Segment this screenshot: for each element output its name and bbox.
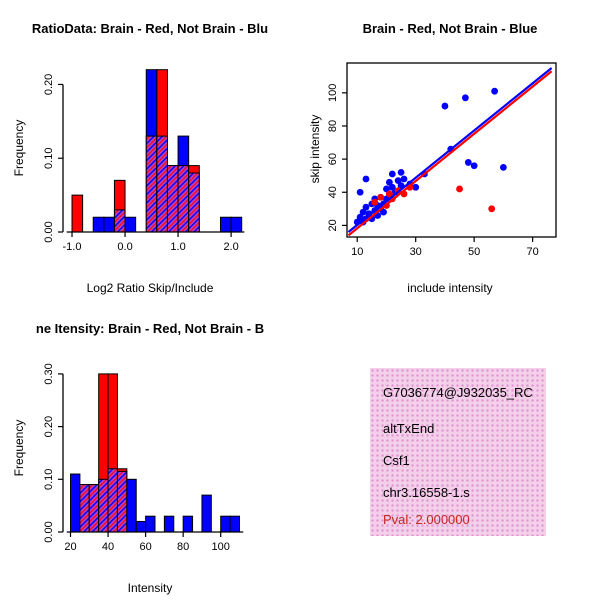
svg-text:50: 50 <box>468 246 480 258</box>
svg-text:0.30: 0.30 <box>43 363 55 384</box>
svg-text:100: 100 <box>327 84 339 102</box>
svg-text:0.10: 0.10 <box>43 148 55 169</box>
svg-text:10: 10 <box>351 246 363 258</box>
log2ratio-histogram-plot: -1.0 0.0 1.0 2.0 0.00 0.10 0.20 <box>43 69 245 253</box>
gene-info-box: G7036774@J932035_RC altTxEnd Csf1 chr3.1… <box>370 368 546 536</box>
panel-gene-info: G7036774@J932035_RC altTxEnd Csf1 chr3.1… <box>300 300 600 600</box>
gene-intensity-histogram-plot: 20 40 60 80 100 0.00 0.10 0.20 0.30 <box>43 363 244 553</box>
gene-intensity-x-axis-label: Intensity <box>127 581 173 595</box>
event-type-text: altTxEnd <box>383 421 435 436</box>
panel-intensity-scatter: Brain - Red, Not Brain - Blue 10 30 50 70 20… <box>300 0 600 300</box>
svg-text:30: 30 <box>410 246 422 258</box>
svg-text:60: 60 <box>139 541 151 553</box>
svg-text:20: 20 <box>64 541 76 553</box>
svg-text:100: 100 <box>212 541 230 553</box>
log2ratio-y-axis-label: Frequency <box>12 119 26 177</box>
intensity-scatter-plot: 10 30 50 70 20 40 60 80 100 <box>327 62 557 258</box>
svg-text:0.20: 0.20 <box>43 74 55 95</box>
svg-text:0.00: 0.00 <box>43 221 55 242</box>
log2ratio-chart-title: RatioData: Brain - Red, Not Brain - Blu <box>31 21 269 36</box>
svg-text:0.20: 0.20 <box>43 416 55 437</box>
panel-log2ratio-histogram: RatioData: Brain - Red, Not Brain - Blu … <box>0 0 300 300</box>
probe-id-text: G7036774@J932035_RC <box>383 385 533 400</box>
svg-text:60: 60 <box>327 153 339 165</box>
svg-text:-1.0: -1.0 <box>63 241 82 253</box>
svg-text:20: 20 <box>327 219 339 231</box>
svg-text:0.10: 0.10 <box>43 469 55 490</box>
log2ratio-x-axis-label: Log2 Ratio Skip/Include <box>86 281 214 295</box>
svg-text:2.0: 2.0 <box>223 241 238 253</box>
scatter-chart-title: Brain - Red, Not Brain - Blue <box>362 21 538 36</box>
svg-text:0.0: 0.0 <box>117 241 132 253</box>
svg-text:40: 40 <box>102 541 114 553</box>
gene-intensity-y-axis-label: Frequency <box>12 419 26 477</box>
gene-symbol-text: Csf1 <box>383 453 410 468</box>
svg-text:1.0: 1.0 <box>170 241 185 253</box>
chromosome-location-text: chr3.16558-1.s <box>383 485 470 500</box>
svg-text:40: 40 <box>327 186 339 198</box>
gene-intensity-chart-title: ne Itensity: Brain - Red, Not Brain - B <box>35 321 265 336</box>
pval-text: Pval: 2.000000 <box>383 512 470 527</box>
panel-gene-intensity-histogram: ne Itensity: Brain - Red, Not Brain - B … <box>0 300 300 600</box>
scatter-y-axis-label: skip intensity <box>308 114 322 184</box>
svg-text:0.00: 0.00 <box>43 521 55 542</box>
scatter-x-axis-label: include intensity <box>407 281 493 295</box>
svg-text:80: 80 <box>327 120 339 132</box>
svg-text:70: 70 <box>526 246 538 258</box>
svg-text:80: 80 <box>177 541 189 553</box>
